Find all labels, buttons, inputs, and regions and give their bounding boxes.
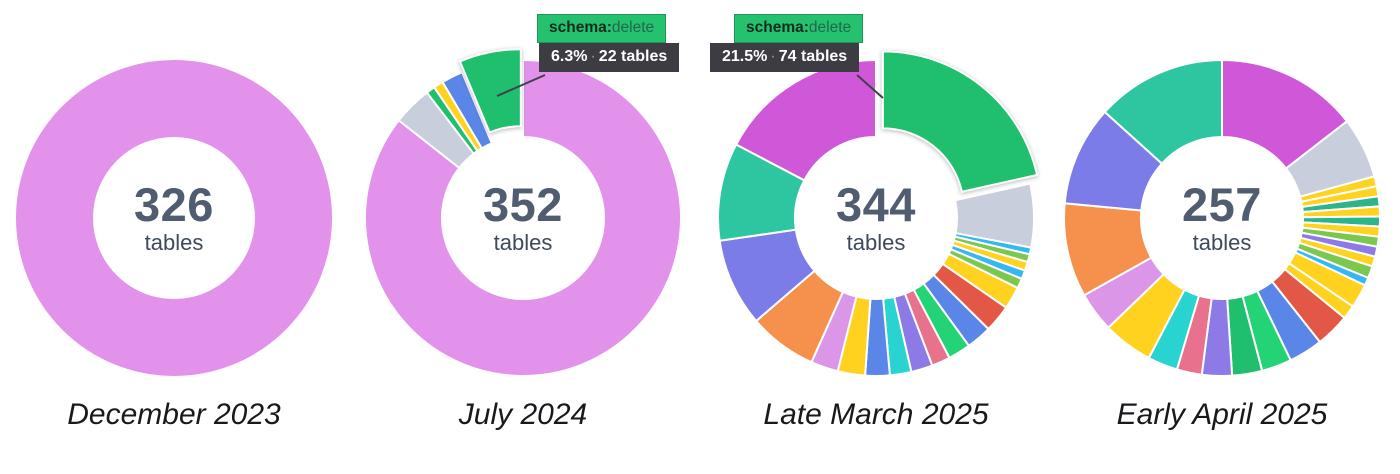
donut-svg: [364, 48, 683, 377]
chart-caption-july-2024: July 2024: [458, 398, 588, 431]
donut-slice-seafoam[interactable]: [1103, 58, 1223, 166]
donut-svg: [1063, 58, 1381, 377]
tooltip-schema-key: schema: [746, 19, 804, 36]
tooltip-stats: 6.3% · 22 tables: [539, 43, 680, 72]
chart-caption-late-march-2025: Late March 2025: [763, 398, 989, 431]
tooltip-colon: :: [803, 19, 809, 36]
tooltip-schema-header: schema:delete: [734, 14, 864, 43]
donut-svg: [16, 60, 332, 376]
donut-chart-late-march-2025: 344 tables: [706, 48, 1046, 388]
chart-caption-early-april-2025: Early April 2025: [1116, 398, 1328, 431]
tooltip-percent: 6.3%: [551, 48, 588, 65]
tooltip-dot-separator: ·: [770, 48, 776, 65]
tooltip-colon: :: [606, 19, 612, 36]
tooltip-stats: 21.5% · 74 tables: [710, 43, 860, 72]
donut-slice-cornflower[interactable]: [441, 70, 494, 150]
donut-slice-emerald[interactable]: [881, 50, 1039, 193]
donut-chart-early-april-2025: 257 tables: [1052, 48, 1392, 388]
tooltip-dot-separator: ·: [590, 48, 596, 65]
tooltip-table-count: 74 tables: [778, 48, 848, 65]
donut-svg: [717, 50, 1039, 377]
donut-slice-pink[interactable]: [364, 58, 683, 377]
donut-chart-july-2024: 352 tables: [353, 48, 693, 388]
tooltip-percent: 21.5%: [722, 48, 768, 65]
donut-slice-pink[interactable]: [16, 60, 332, 376]
donut-slice-orchid[interactable]: [734, 58, 877, 182]
tooltip-schema-value: delete: [808, 19, 852, 36]
tooltip-schema-key: schema: [549, 19, 607, 36]
donut-chart-december-2023: 326 tables: [4, 48, 344, 388]
tooltip-schema-value: delete: [611, 19, 655, 36]
tooltip-table-count: 22 tables: [598, 48, 668, 65]
chart-caption-december-2023: December 2023: [67, 398, 281, 431]
tooltip-schema-header: schema:delete: [537, 14, 667, 43]
